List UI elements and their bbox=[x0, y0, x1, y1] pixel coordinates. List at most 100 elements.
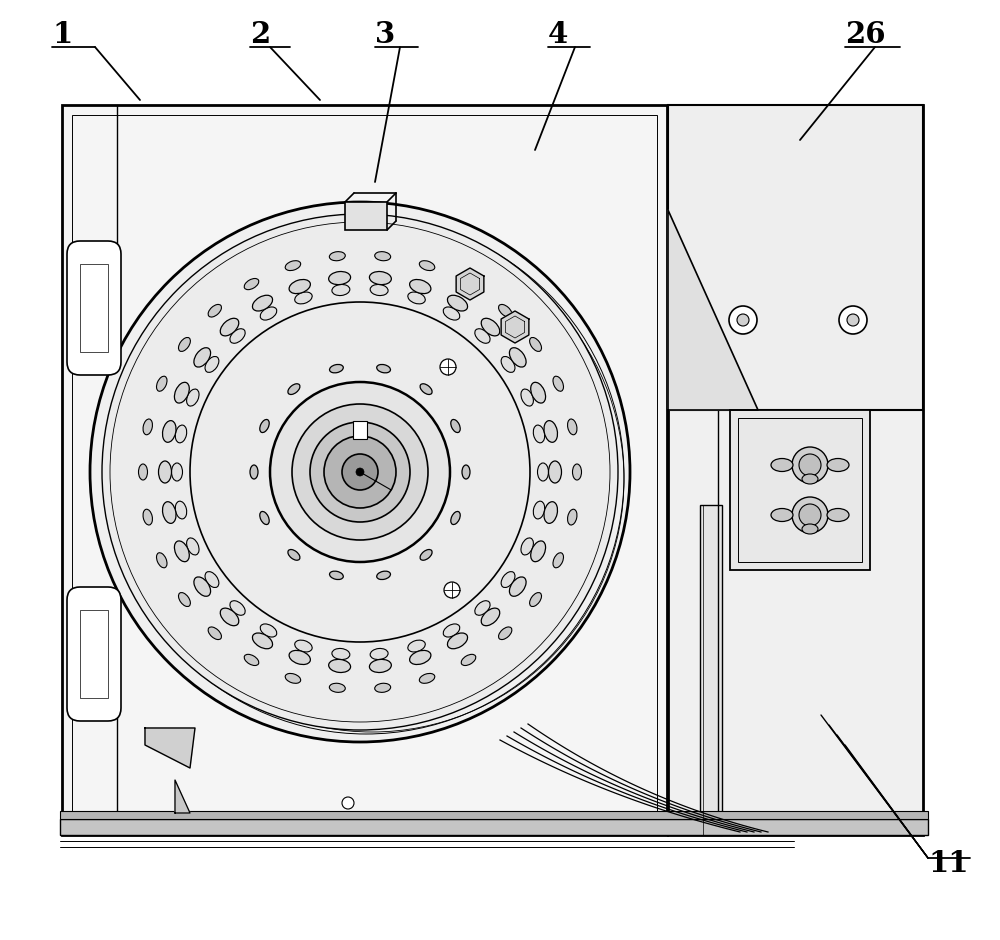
Ellipse shape bbox=[447, 633, 468, 649]
Ellipse shape bbox=[230, 329, 245, 343]
Ellipse shape bbox=[230, 601, 245, 616]
Ellipse shape bbox=[420, 550, 432, 560]
Polygon shape bbox=[501, 311, 529, 343]
Ellipse shape bbox=[143, 509, 152, 525]
Ellipse shape bbox=[521, 538, 533, 555]
Circle shape bbox=[102, 214, 618, 730]
Polygon shape bbox=[456, 268, 484, 300]
Ellipse shape bbox=[377, 365, 390, 373]
Ellipse shape bbox=[499, 627, 512, 639]
Ellipse shape bbox=[174, 383, 189, 403]
Bar bbox=[668, 105, 923, 410]
Ellipse shape bbox=[244, 654, 259, 666]
Circle shape bbox=[310, 422, 410, 522]
Bar bbox=[60, 819, 928, 835]
Bar bbox=[80, 264, 108, 352]
Text: 3: 3 bbox=[375, 20, 395, 49]
Polygon shape bbox=[668, 210, 758, 410]
Circle shape bbox=[292, 404, 428, 540]
Ellipse shape bbox=[288, 384, 300, 395]
Ellipse shape bbox=[288, 550, 300, 560]
Circle shape bbox=[324, 436, 396, 508]
Ellipse shape bbox=[553, 376, 563, 391]
Ellipse shape bbox=[568, 509, 577, 525]
Ellipse shape bbox=[295, 640, 312, 652]
Ellipse shape bbox=[175, 425, 187, 443]
Ellipse shape bbox=[250, 465, 258, 479]
Ellipse shape bbox=[827, 459, 849, 472]
Ellipse shape bbox=[509, 348, 526, 367]
Bar bbox=[730, 410, 870, 570]
Text: 1: 1 bbox=[52, 20, 72, 49]
Ellipse shape bbox=[419, 673, 435, 683]
Ellipse shape bbox=[332, 649, 350, 660]
Ellipse shape bbox=[370, 649, 388, 660]
Ellipse shape bbox=[420, 384, 432, 395]
Ellipse shape bbox=[260, 511, 269, 525]
Circle shape bbox=[729, 306, 757, 334]
Circle shape bbox=[737, 314, 749, 326]
Ellipse shape bbox=[285, 673, 301, 683]
Bar bbox=[668, 105, 923, 835]
Ellipse shape bbox=[289, 279, 310, 293]
Circle shape bbox=[847, 314, 859, 326]
Ellipse shape bbox=[175, 501, 187, 519]
Ellipse shape bbox=[443, 624, 460, 637]
Circle shape bbox=[799, 454, 821, 476]
Ellipse shape bbox=[544, 420, 557, 443]
Ellipse shape bbox=[205, 572, 219, 588]
Circle shape bbox=[90, 202, 630, 742]
Ellipse shape bbox=[499, 305, 512, 317]
Ellipse shape bbox=[802, 474, 818, 484]
Ellipse shape bbox=[208, 305, 221, 317]
Circle shape bbox=[342, 797, 354, 809]
Text: 4: 4 bbox=[548, 20, 568, 49]
Ellipse shape bbox=[330, 365, 343, 373]
Ellipse shape bbox=[408, 292, 425, 304]
Circle shape bbox=[440, 359, 456, 375]
FancyBboxPatch shape bbox=[67, 587, 121, 721]
Ellipse shape bbox=[244, 278, 259, 290]
Ellipse shape bbox=[260, 624, 277, 637]
Ellipse shape bbox=[329, 252, 345, 260]
Ellipse shape bbox=[329, 659, 351, 672]
Ellipse shape bbox=[531, 540, 546, 562]
Ellipse shape bbox=[572, 464, 582, 480]
Ellipse shape bbox=[568, 419, 577, 435]
Ellipse shape bbox=[771, 459, 793, 472]
Ellipse shape bbox=[205, 356, 219, 372]
Circle shape bbox=[839, 306, 867, 334]
Ellipse shape bbox=[329, 272, 351, 285]
Bar bbox=[700, 505, 722, 835]
Bar bbox=[345, 202, 387, 230]
Ellipse shape bbox=[827, 509, 849, 522]
Ellipse shape bbox=[462, 465, 470, 479]
Ellipse shape bbox=[521, 389, 533, 406]
Ellipse shape bbox=[419, 260, 435, 271]
Ellipse shape bbox=[410, 279, 431, 293]
Ellipse shape bbox=[178, 337, 190, 352]
Ellipse shape bbox=[377, 572, 390, 580]
Ellipse shape bbox=[461, 278, 476, 290]
Bar bbox=[60, 811, 928, 819]
Ellipse shape bbox=[771, 509, 793, 522]
Ellipse shape bbox=[408, 640, 425, 652]
Circle shape bbox=[356, 468, 364, 476]
Ellipse shape bbox=[289, 650, 310, 665]
Circle shape bbox=[444, 582, 460, 598]
Ellipse shape bbox=[531, 383, 546, 403]
Ellipse shape bbox=[533, 501, 545, 519]
Ellipse shape bbox=[451, 419, 460, 432]
Circle shape bbox=[270, 382, 450, 562]
Bar bbox=[72, 115, 657, 825]
Ellipse shape bbox=[163, 420, 176, 443]
Ellipse shape bbox=[481, 608, 500, 626]
Ellipse shape bbox=[548, 461, 562, 483]
Ellipse shape bbox=[410, 650, 431, 665]
Text: 26: 26 bbox=[845, 20, 886, 49]
Ellipse shape bbox=[260, 307, 277, 321]
Ellipse shape bbox=[172, 463, 183, 481]
Ellipse shape bbox=[530, 337, 542, 352]
Ellipse shape bbox=[143, 419, 152, 435]
Ellipse shape bbox=[163, 502, 176, 524]
